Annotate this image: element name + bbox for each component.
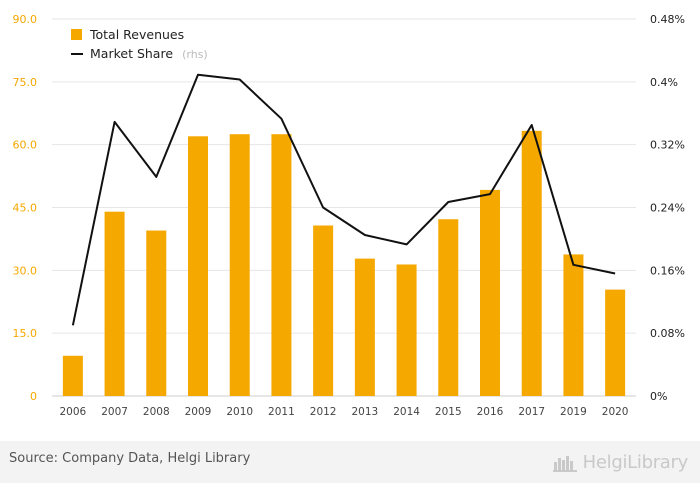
bar <box>313 225 334 396</box>
x-tick-label: 2008 <box>143 406 170 418</box>
bar <box>354 258 375 396</box>
bar <box>188 136 208 397</box>
x-tick-label: 2014 <box>393 406 420 418</box>
legend-label-market-share: Market Share (rhs) <box>90 43 208 62</box>
y-axis-right: 0% 0.08% 0.16% 0.24% 0.32% 0.4% 0.48% <box>650 13 685 403</box>
x-tick-label: 2010 <box>226 406 253 418</box>
x-tick-label: 2015 <box>435 406 462 418</box>
x-tick-label: 2011 <box>268 406 295 418</box>
y-left-tick-label: 30.0 <box>13 264 38 277</box>
brand-logo: HelgiLibrary <box>552 447 689 477</box>
bar <box>438 219 459 396</box>
market-share-line <box>71 73 616 326</box>
brand-name: HelgiLibrary <box>582 451 689 473</box>
gridlines <box>52 18 636 397</box>
legend-marker-total-revenues <box>71 29 82 40</box>
y-right-tick-label: 0.08% <box>650 327 685 340</box>
x-tick-label: 2009 <box>185 406 212 418</box>
bar <box>396 264 417 396</box>
y-right-tick-label: 0.48% <box>650 13 685 26</box>
bar <box>480 189 500 396</box>
bar <box>229 134 250 396</box>
x-tick-label: 2020 <box>602 406 629 418</box>
y-right-tick-label: 0.32% <box>650 139 685 152</box>
bar <box>521 130 542 397</box>
footer: Source: Company Data, Helgi Library Helg… <box>0 441 700 483</box>
y-right-tick-label: 0.4% <box>650 76 678 89</box>
y-right-tick-label: 0.16% <box>650 264 685 277</box>
x-tick-label: 2019 <box>560 406 587 418</box>
y-left-tick-label: 0 <box>30 390 37 403</box>
bar <box>104 211 125 396</box>
x-tick-label: 2007 <box>101 406 128 418</box>
legend-label-total-revenues: Total Revenues <box>89 27 184 42</box>
bar <box>62 355 83 396</box>
y-left-tick-label: 15.0 <box>13 327 38 340</box>
y-axis-left: 0 15.0 30.0 45.0 60.0 75.0 90.0 <box>13 13 38 403</box>
legend-label-market-share-suffix: (rhs) <box>182 48 208 61</box>
line-series-market-share <box>71 73 616 326</box>
x-axis: 2006 2007 2008 2009 2010 2011 2012 2013 2014 2015… <box>59 406 628 418</box>
legend: Total Revenues Market Share (rhs) <box>71 27 208 62</box>
y-left-tick-label: 45.0 <box>13 202 38 215</box>
y-left-tick-label: 90.0 <box>13 13 38 26</box>
bar <box>146 230 167 396</box>
x-tick-label: 2017 <box>518 406 545 418</box>
bar <box>563 254 584 396</box>
bar-series-total-revenues <box>62 130 626 397</box>
chart-area: 0 15.0 30.0 45.0 60.0 75.0 90.0 0% 0.08% 0.16% 0.… <box>13 13 685 418</box>
helgi-library-logo-icon <box>552 456 577 472</box>
y-right-tick-label: 0.24% <box>650 202 685 215</box>
y-left-tick-label: 60.0 <box>13 139 38 152</box>
bar <box>271 134 292 396</box>
x-tick-label: 2013 <box>351 406 378 418</box>
bar <box>605 289 626 396</box>
y-left-tick-label: 75.0 <box>13 76 38 89</box>
y-right-tick-label: 0% <box>650 390 667 403</box>
source-note: Source: Company Data, Helgi Library <box>9 451 251 466</box>
x-tick-label: 2016 <box>477 406 504 418</box>
legend-label-market-share-text: Market Share <box>90 46 173 61</box>
x-tick-label: 2012 <box>310 406 337 418</box>
x-tick-label: 2006 <box>59 406 86 418</box>
